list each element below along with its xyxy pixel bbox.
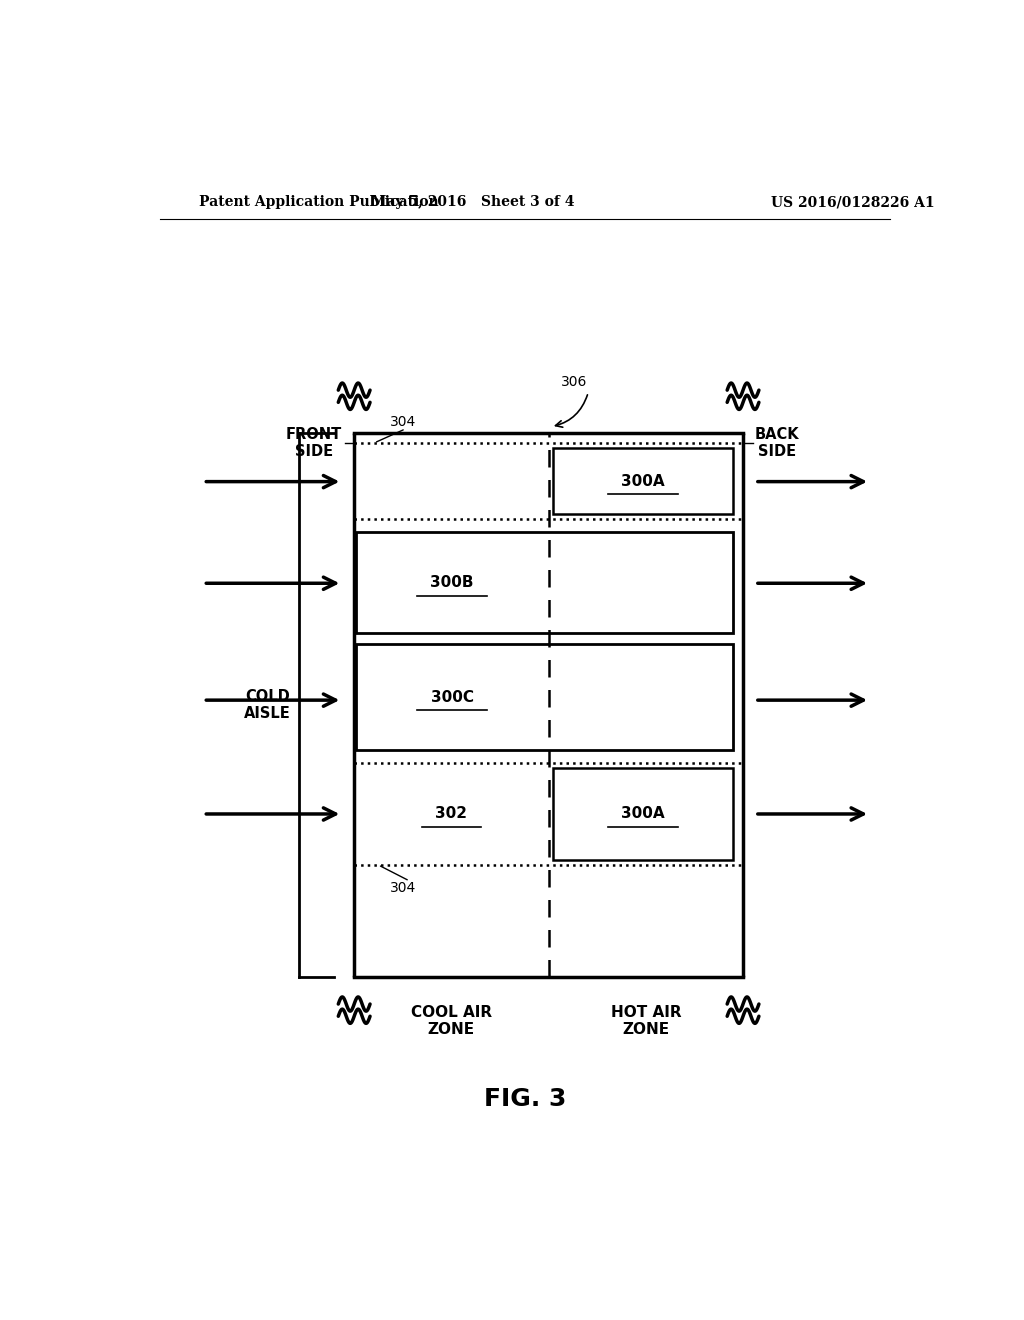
Text: HOT AIR
ZONE: HOT AIR ZONE [610,1005,681,1038]
Text: FRONT
SIDE: FRONT SIDE [286,426,342,459]
Text: COLD
AISLE: COLD AISLE [244,689,291,721]
Text: BACK
SIDE: BACK SIDE [755,426,800,459]
Bar [553,768,733,859]
Text: 300A: 300A [621,807,665,821]
Text: 302: 302 [435,807,467,821]
Bar [355,644,733,750]
Text: Patent Application Publication: Patent Application Publication [200,195,439,209]
Text: 306: 306 [560,375,587,389]
Text: 300A: 300A [621,474,665,488]
Text: 304: 304 [390,880,416,895]
Bar [355,532,733,634]
Text: May 5, 2016   Sheet 3 of 4: May 5, 2016 Sheet 3 of 4 [372,195,574,209]
Text: US 2016/0128226 A1: US 2016/0128226 A1 [771,195,935,209]
Bar [553,447,733,515]
Text: COOL AIR
ZONE: COOL AIR ZONE [411,1005,492,1038]
Text: 304: 304 [390,414,416,429]
Text: 300C: 300C [431,689,474,705]
Text: 300B: 300B [430,576,474,590]
Text: FIG. 3: FIG. 3 [483,1086,566,1110]
